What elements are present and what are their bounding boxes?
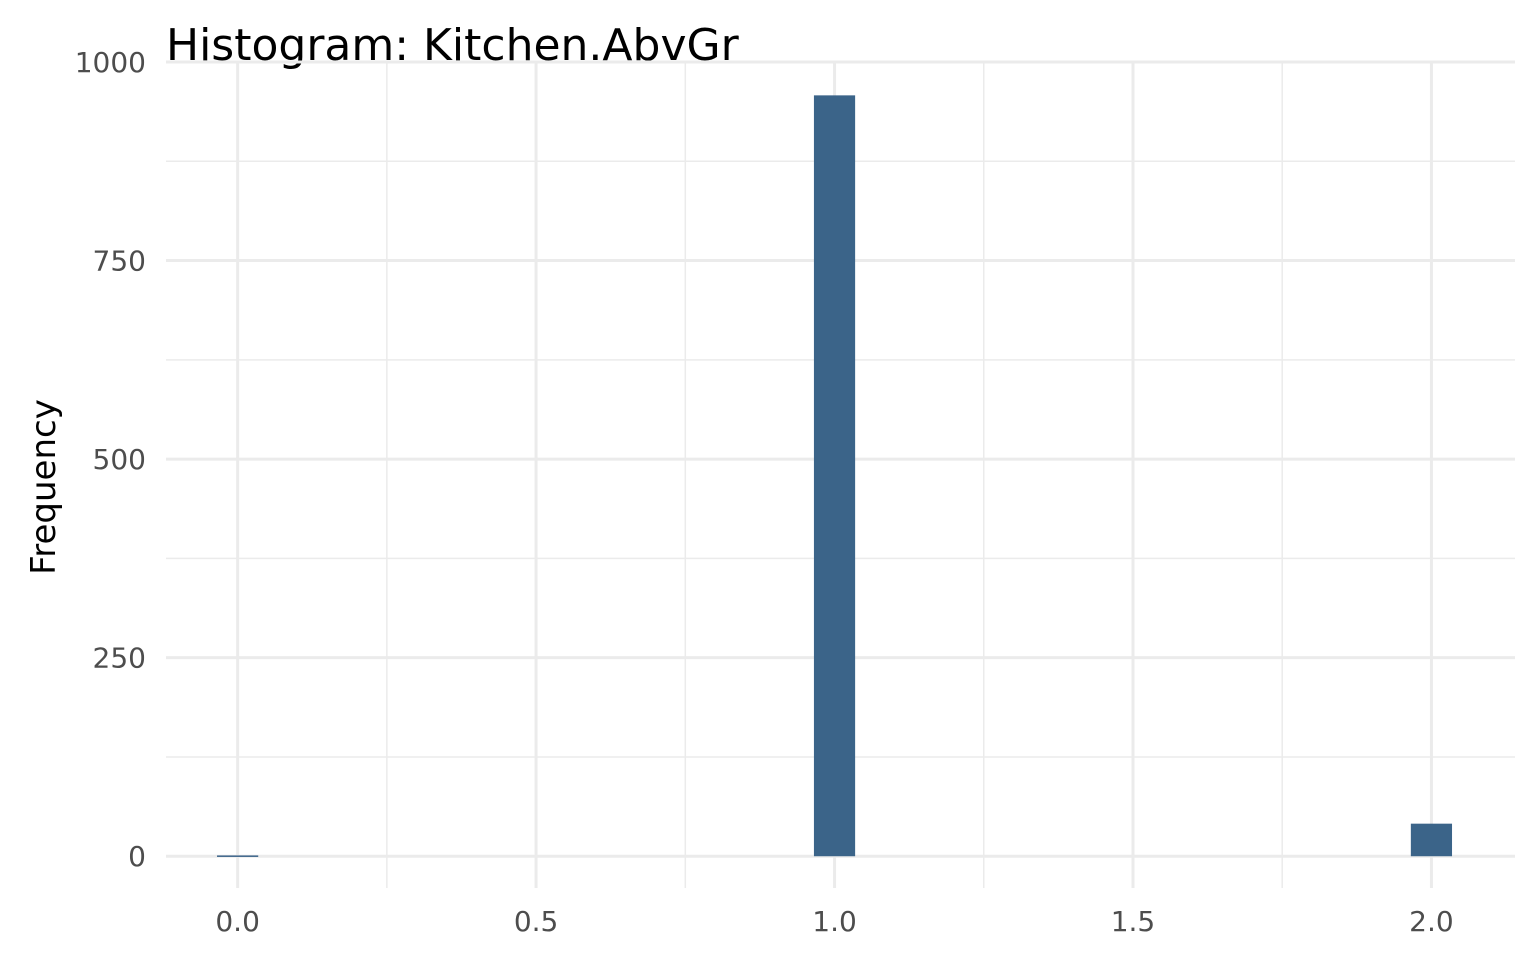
y-axis-ticks: 0 250 500 750 1000 [75,46,146,873]
x-axis-ticks: 0.0 0.5 1.0 1.5 2.0 [215,905,1453,938]
x-tick-label: 1.5 [1111,905,1156,938]
y-tick-label: 250 [93,642,146,675]
y-tick-label: 750 [93,245,146,278]
x-tick-label: 1.0 [812,905,857,938]
y-tick-label: 0 [128,840,146,873]
histogram-bar [813,95,856,857]
histogram-bar [1410,823,1453,857]
y-tick-label: 1000 [75,46,146,79]
x-tick-label: 0.5 [514,905,559,938]
x-tick-label: 2.0 [1409,905,1454,938]
x-tick-label: 0.0 [215,905,260,938]
bars [217,95,1453,857]
histogram-bar [217,855,259,857]
y-tick-label: 500 [93,443,146,476]
y-axis-label: Frequency [24,399,64,575]
